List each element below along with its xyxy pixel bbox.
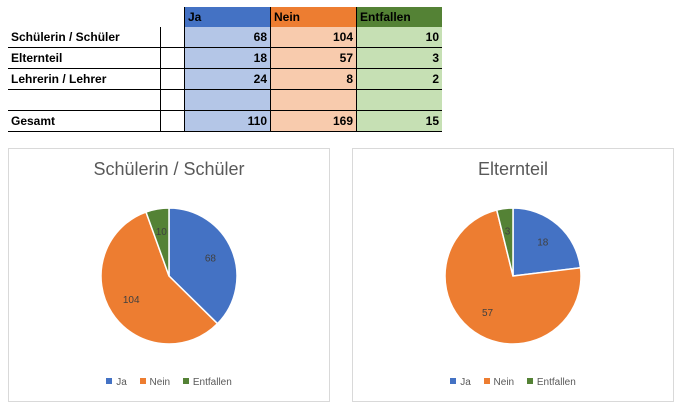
cell-ja xyxy=(184,89,271,111)
header-cell-ja: Ja xyxy=(184,7,271,27)
cell-nein: 57 xyxy=(270,47,357,69)
cell-nein: 104 xyxy=(270,27,357,48)
legend-item-entfallen: Entfallen xyxy=(182,377,232,388)
row-label xyxy=(8,89,161,111)
data-label-entfallen: 10 xyxy=(156,227,168,238)
legend-label: Entfallen xyxy=(536,377,576,388)
chart-title: Schülerin / Schüler xyxy=(93,159,245,179)
legend-item-nein: Nein xyxy=(139,377,171,388)
pie-slice-ja xyxy=(168,207,238,325)
table-row: Schülerin / Schüler 68 104 10 xyxy=(8,27,442,48)
table-header-row: Ja Nein Entfallen xyxy=(8,7,442,27)
legend-swatch-ja xyxy=(450,378,457,385)
data-label-nein: 104 xyxy=(123,295,140,306)
header-cell-entfallen: Entfallen xyxy=(356,7,442,27)
cell-ja: 110 xyxy=(184,110,271,132)
cell-nein: 8 xyxy=(270,68,357,90)
table-row: Elternteil 18 57 3 xyxy=(8,47,442,69)
pie-slice-ja xyxy=(512,207,582,277)
data-table: Ja Nein Entfallen Schülerin / Schüler 68… xyxy=(8,7,442,132)
legend-item-nein: Nein xyxy=(483,377,515,388)
cell-entfallen xyxy=(356,89,442,111)
row-spacer xyxy=(160,27,185,48)
legend-label: Entfallen xyxy=(192,377,232,388)
cell-entfallen: 15 xyxy=(356,110,442,132)
legend-label: Ja xyxy=(460,377,471,388)
row-spacer xyxy=(160,47,185,69)
pie-chart-svg: 18 57 3 xyxy=(444,207,582,345)
legend-item-entfallen: Entfallen xyxy=(526,377,576,388)
pie-slice-nein xyxy=(100,211,219,345)
legend-item-ja: Ja xyxy=(450,377,471,388)
cell-ja: 68 xyxy=(184,27,271,48)
chart-legend: Ja Nein Entfallen xyxy=(9,377,329,388)
pie-chart-elternteil: Elternteil 18 57 3 Ja Nein Entfallen xyxy=(352,148,674,402)
row-label: Elternteil xyxy=(8,47,161,69)
cell-entfallen: 10 xyxy=(356,27,442,48)
pie-slice-nein xyxy=(444,209,582,345)
data-label-ja: 18 xyxy=(537,237,549,248)
legend-swatch-entfallen xyxy=(182,378,189,385)
chart-title: Elternteil xyxy=(477,159,549,179)
header-cell-nein: Nein xyxy=(270,7,357,27)
pie-slice-entfallen xyxy=(145,207,170,277)
cell-nein: 169 xyxy=(270,110,357,132)
row-spacer xyxy=(160,68,185,90)
legend-label: Ja xyxy=(116,377,127,388)
pie-slice-entfallen xyxy=(495,207,514,277)
table-row xyxy=(8,89,442,111)
row-label: Lehrerin / Lehrer xyxy=(8,68,161,90)
legend-swatch-nein xyxy=(139,378,146,385)
row-spacer xyxy=(160,110,185,132)
legend-swatch-ja xyxy=(106,378,113,385)
legend-item-ja: Ja xyxy=(106,377,127,388)
data-label-nein: 57 xyxy=(482,308,494,319)
header-cell-spacer xyxy=(161,7,185,27)
cell-ja: 24 xyxy=(184,68,271,90)
cell-ja: 18 xyxy=(184,47,271,69)
cell-entfallen: 2 xyxy=(356,68,442,90)
data-label-ja: 68 xyxy=(205,254,217,265)
row-label: Gesamt xyxy=(8,110,161,132)
cell-entfallen: 3 xyxy=(356,47,442,69)
header-cell-label xyxy=(8,7,161,27)
data-label-entfallen: 3 xyxy=(505,226,511,237)
row-spacer xyxy=(160,89,185,111)
legend-swatch-entfallen xyxy=(526,378,533,385)
table-row: Lehrerin / Lehrer 24 8 2 xyxy=(8,68,442,90)
pie-chart-svg: 68 104 10 xyxy=(100,207,238,345)
legend-swatch-nein xyxy=(483,378,490,385)
row-label: Schülerin / Schüler xyxy=(8,27,161,48)
pie-chart-schueler: Schülerin / Schüler 68 104 10 Ja Nein Entf… xyxy=(8,148,330,402)
chart-legend: Ja Nein Entfallen xyxy=(353,377,673,388)
cell-nein xyxy=(270,89,357,111)
legend-label: Nein xyxy=(493,377,515,388)
legend-label: Nein xyxy=(149,377,171,388)
table-row-total: Gesamt 110 169 15 xyxy=(8,110,442,132)
